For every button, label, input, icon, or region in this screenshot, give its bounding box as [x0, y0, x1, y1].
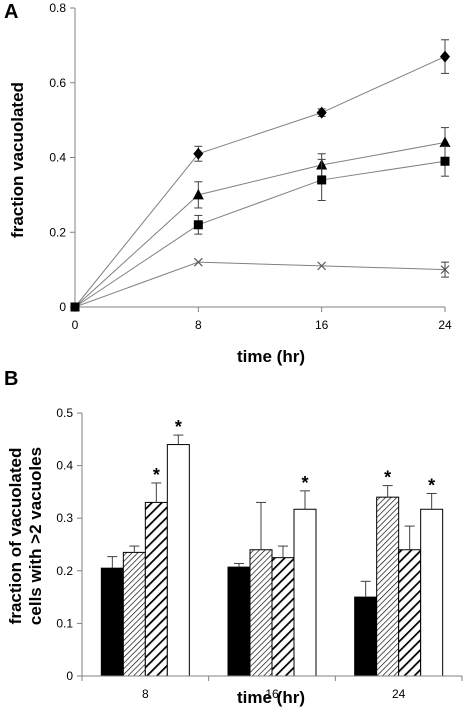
bar — [166, 444, 190, 677]
diamond-marker — [316, 106, 327, 119]
panel-b-y-tick-label: 0.1 — [56, 616, 73, 630]
panel-a-x-axis-title: time (hr) — [237, 347, 305, 366]
panel-b-label: B — [4, 368, 18, 390]
panel-a-y-tick-label: 0.6 — [49, 76, 66, 90]
panel-a-y-tick-label: 0.8 — [49, 1, 66, 15]
panel-b-x-tick-label: 16 — [265, 687, 279, 701]
panel-a-x-tick-label: 24 — [438, 318, 452, 332]
square-marker — [193, 220, 203, 230]
panel-b-y-tick-label: 0.4 — [56, 459, 73, 473]
series-line — [74, 160, 446, 308]
bar — [227, 566, 251, 677]
bar — [271, 557, 295, 677]
panel-a-series-x — [74, 257, 450, 308]
significance-star: * — [384, 468, 391, 488]
panel-a-x-tick-label: 16 — [315, 318, 329, 332]
panel-b-x-axis-title: time (hr) — [237, 688, 305, 707]
series-line — [74, 261, 446, 308]
panel-b-axes: 8 16 24 0 0.1 0.2 0.3 0.4 0.5 — [56, 406, 463, 701]
triangle-marker — [192, 188, 204, 200]
panel-a-series-square — [74, 145, 450, 308]
panel-b-bar-chart: B fraction of vacuolated cells with >2 v… — [4, 368, 463, 707]
panel-b-x-tick-label: 24 — [392, 687, 406, 701]
panel-b-y-tick-label: 0.5 — [56, 406, 73, 420]
panel-a-y-tick-label: 0.2 — [49, 225, 66, 239]
panel-b-y-tick-label: 0.3 — [56, 511, 73, 525]
panel-a-y-tick-label: 0.4 — [49, 151, 66, 165]
panel-a-line-chart: A fraction vacuolated time (hr) 00.20.40… — [4, 1, 452, 366]
panel-a-label: A — [4, 1, 18, 23]
panel-a-series-triangle — [74, 127, 451, 308]
diamond-marker — [440, 50, 450, 63]
x-marker — [317, 261, 327, 271]
diamond-marker — [193, 147, 204, 160]
bar — [293, 508, 317, 677]
panel-a-x-tick-label: 8 — [195, 318, 202, 332]
square-marker — [70, 302, 80, 312]
bar — [100, 567, 124, 677]
panel-a-series-diamond — [74, 39, 450, 308]
bar — [249, 549, 273, 677]
panel-a-x-tick-label: 0 — [72, 318, 79, 332]
bar — [420, 508, 444, 677]
bar — [398, 549, 422, 677]
panel-b-bars: * * * * * — [100, 417, 444, 677]
x-marker — [440, 265, 450, 275]
significance-star: * — [175, 417, 182, 437]
panel-a-y-axis-title: fraction vacuolated — [8, 82, 27, 238]
significance-star: * — [153, 465, 160, 485]
bar — [376, 496, 400, 677]
bar — [354, 596, 378, 677]
bar — [144, 501, 168, 677]
panel-a-axes: 0 0.2 0.4 0.6 0.8 0 8 16 24 — [49, 1, 452, 332]
series-line — [74, 56, 446, 308]
panel-b-y-axis-title-line1: fraction of vacuolated — [6, 448, 25, 625]
bar — [122, 551, 146, 677]
panel-b-y-tick-label: 0 — [66, 669, 73, 683]
significance-star: * — [301, 473, 308, 493]
square-marker — [317, 175, 327, 185]
panel-b-y-tick-label: 0.2 — [56, 564, 73, 578]
panel-b-y-axis-title-line2: cells with >2 vacuoles — [26, 447, 45, 625]
x-marker — [193, 257, 203, 267]
panel-b-x-tick-label: 8 — [142, 687, 149, 701]
significance-star: * — [428, 475, 435, 495]
panel-a-series — [70, 39, 451, 312]
series-line — [74, 142, 446, 308]
panel-a-y-tick-label: 0 — [59, 300, 66, 314]
triangle-marker — [439, 136, 451, 148]
square-marker — [440, 156, 450, 166]
